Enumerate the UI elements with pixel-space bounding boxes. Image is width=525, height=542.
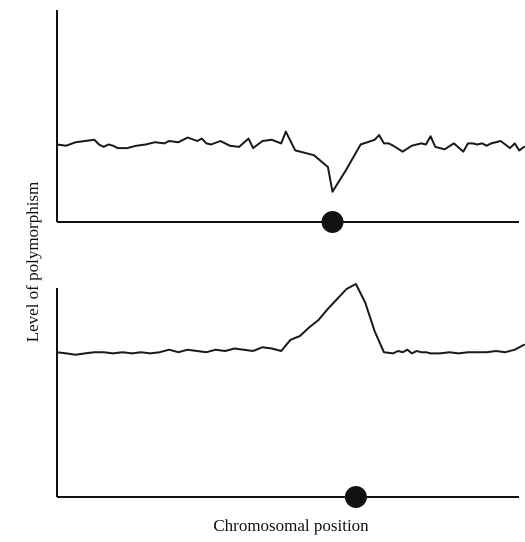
top-panel-marks xyxy=(56,130,525,233)
bottom-panel xyxy=(56,283,525,508)
bottom-panel-marks xyxy=(56,283,525,508)
top-panel-series-line-1 xyxy=(56,130,525,193)
top-panel-position-marker xyxy=(321,211,344,233)
y-axis-label: Level of polymorphism xyxy=(23,182,42,343)
top-panel xyxy=(56,10,525,233)
x-axis-label: Chromosomal position xyxy=(213,516,369,535)
bottom-panel-series-line-1 xyxy=(56,283,525,356)
bottom-panel-position-marker xyxy=(344,486,367,508)
